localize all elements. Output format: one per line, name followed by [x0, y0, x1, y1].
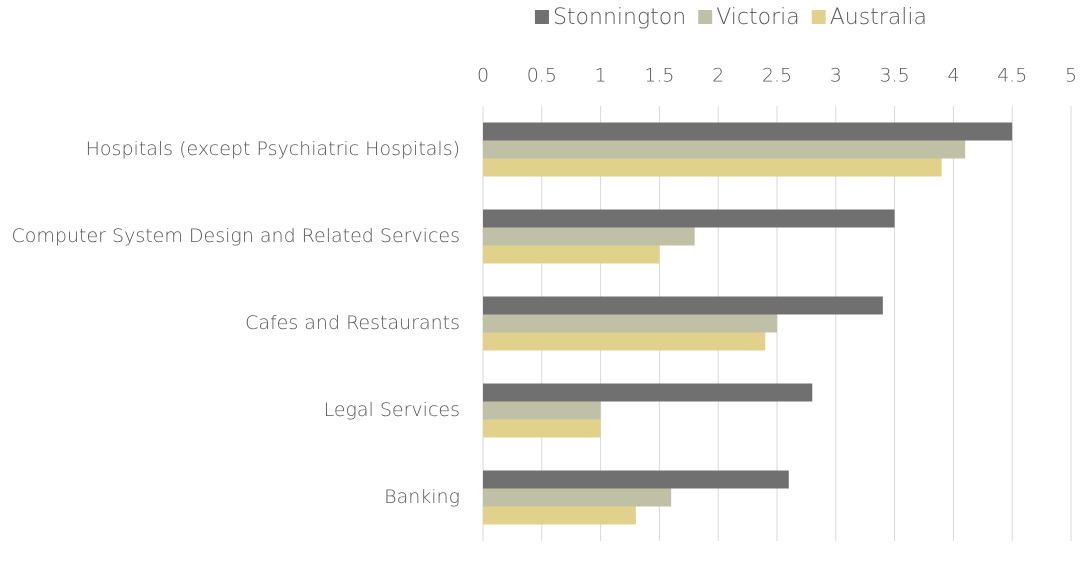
- legend-label: Stonnington: [553, 5, 686, 30]
- bar: [483, 209, 895, 228]
- bar: [483, 158, 942, 177]
- bar: [483, 488, 672, 507]
- legend-swatch: [534, 10, 549, 24]
- x-tick-label: 0.5: [527, 65, 557, 87]
- x-tick-label: 1: [595, 65, 607, 87]
- x-tick-label: 4: [947, 65, 959, 87]
- bar: [483, 470, 789, 489]
- x-tick-label: 5: [1065, 65, 1077, 87]
- y-tick-label: Hospitals (except Psychiatric Hospitals): [86, 138, 460, 160]
- bar: [483, 383, 813, 402]
- bar: [483, 122, 1013, 141]
- y-tick-label: Legal Services: [324, 399, 460, 421]
- bar: [483, 227, 695, 246]
- legend-label: Australia: [830, 5, 927, 30]
- y-tick-label: Computer System Design and Related Servi…: [12, 225, 460, 247]
- x-tick-label: 2.5: [762, 65, 792, 87]
- legend-swatch: [698, 10, 713, 24]
- x-tick-label: 2: [712, 65, 724, 87]
- legend-swatch: [811, 10, 826, 24]
- bar: [483, 140, 966, 159]
- x-tick-label: 0: [477, 65, 489, 87]
- y-tick-label: Cafes and Restaurants: [245, 312, 460, 334]
- bar: [483, 401, 601, 420]
- y-tick-label: Banking: [384, 486, 460, 508]
- x-tick-label: 3.5: [879, 65, 909, 87]
- bar: [483, 419, 601, 438]
- legend-label: Victoria: [716, 5, 800, 30]
- legend: Stonnington Victoria Australia: [534, 5, 927, 30]
- bar: [483, 314, 777, 333]
- x-tick-label: 3: [830, 65, 842, 87]
- x-tick-label: 1.5: [644, 65, 674, 87]
- bar: [483, 332, 766, 351]
- x-tick-label: 4.5: [997, 65, 1027, 87]
- bar: [483, 296, 883, 315]
- bar: [483, 245, 660, 264]
- bar: [483, 506, 636, 525]
